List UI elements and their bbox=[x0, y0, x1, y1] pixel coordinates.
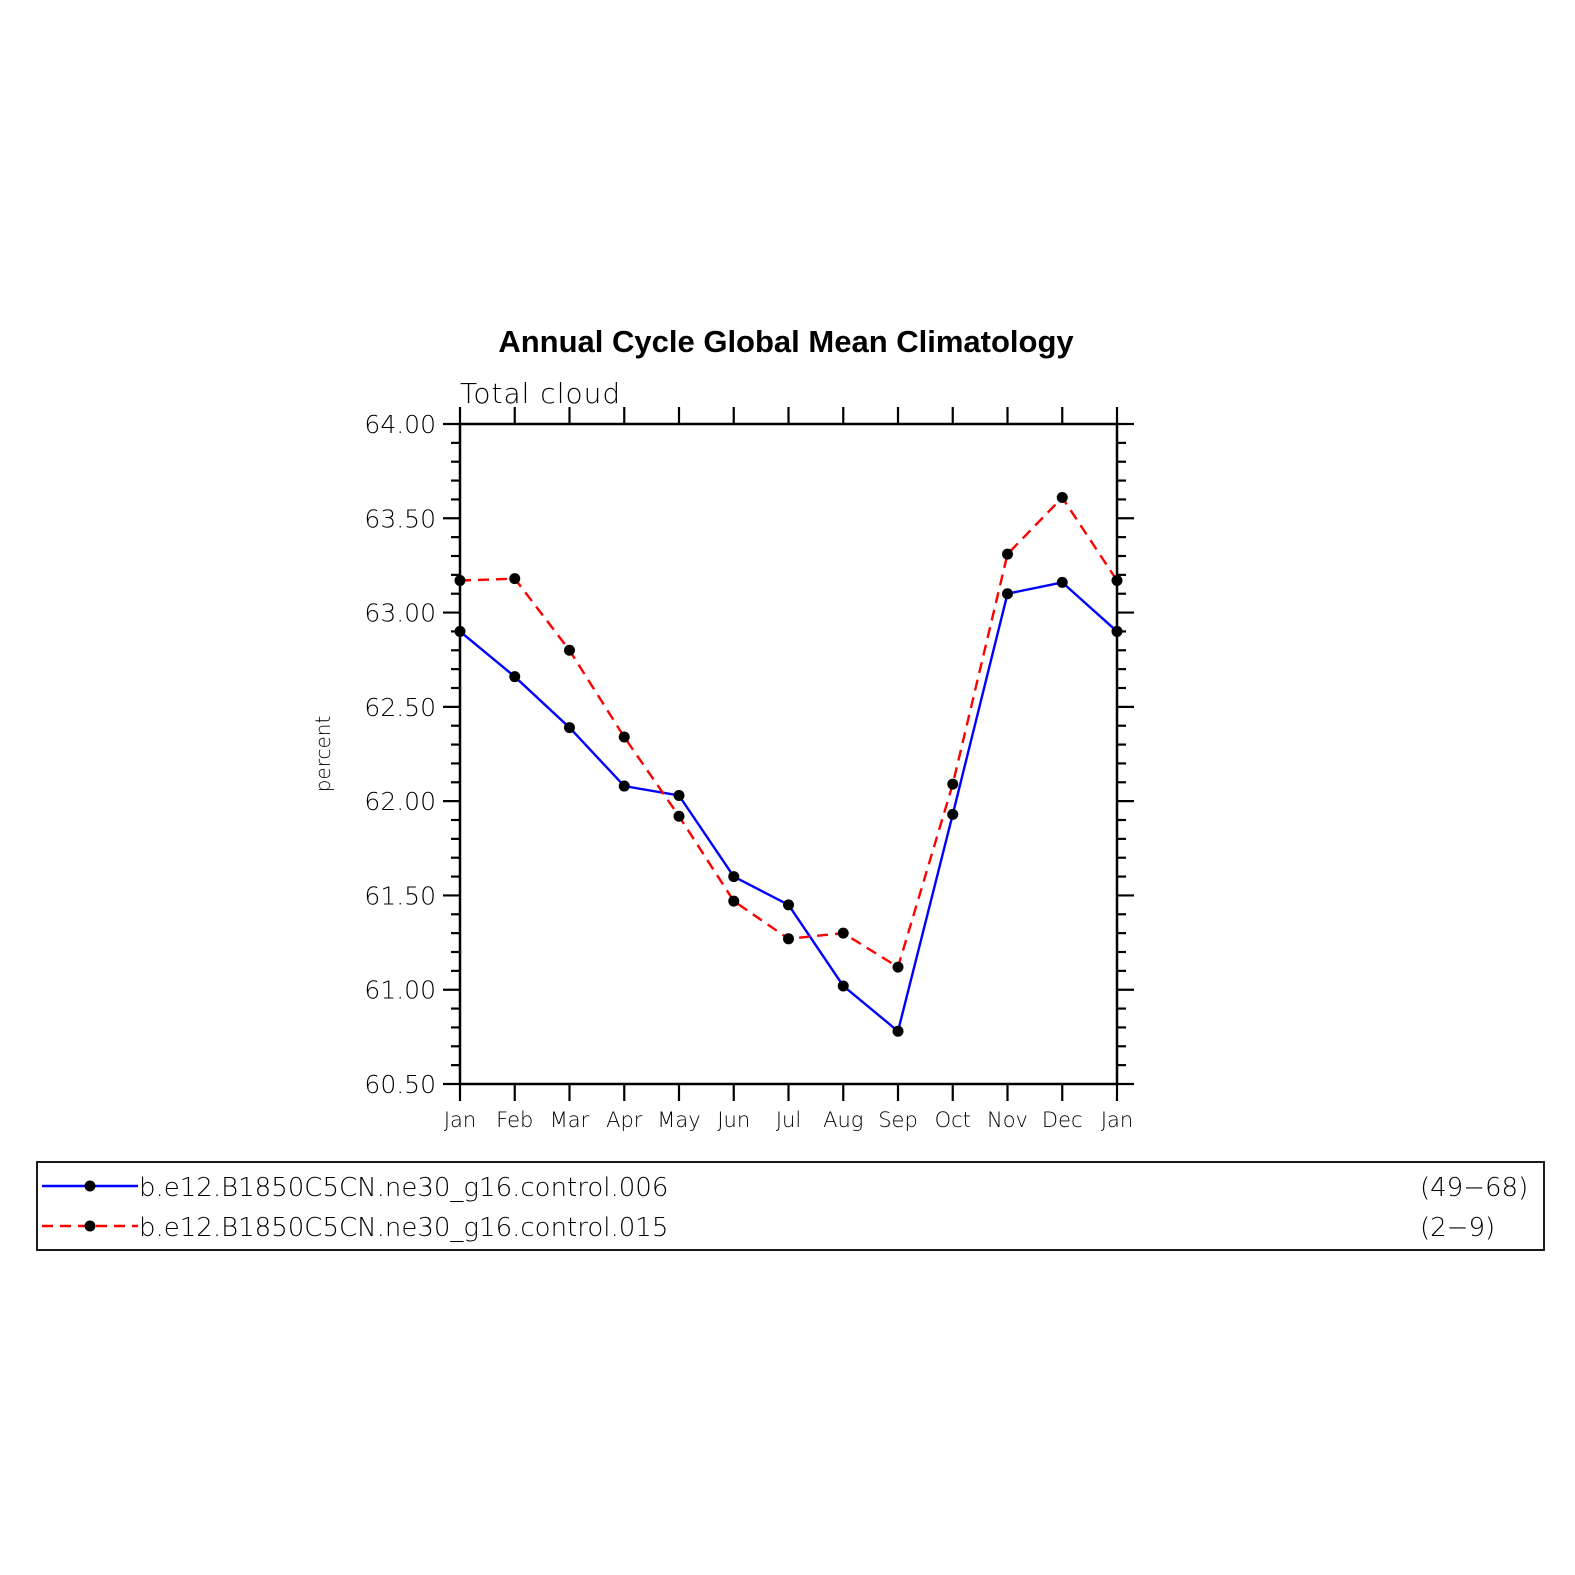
y-tick-label: 64.00 bbox=[364, 410, 436, 439]
series-2-point bbox=[783, 933, 794, 945]
legend-label-2: b.e12.B1850C5CN.ne30_g16.control.015 bbox=[139, 1213, 668, 1243]
y-tick-label: 61.50 bbox=[364, 881, 436, 910]
series-1-point bbox=[1002, 588, 1013, 600]
series-2-point bbox=[728, 895, 740, 907]
y-tick-label: 61.00 bbox=[364, 976, 436, 1005]
series-2-point bbox=[892, 961, 904, 973]
series-1-point bbox=[564, 722, 575, 734]
x-tick-label: Mar bbox=[550, 1108, 590, 1132]
series-2-point bbox=[1002, 548, 1013, 560]
x-tick-label: Aug bbox=[823, 1108, 863, 1132]
series-2-point bbox=[509, 573, 521, 585]
legend-range-2: (2−9) bbox=[1420, 1213, 1495, 1243]
series-1-point bbox=[1056, 576, 1068, 588]
chart-subtitle: Total cloud bbox=[460, 377, 621, 410]
series-1-point bbox=[1111, 625, 1123, 637]
x-tick-label: Dec bbox=[1042, 1108, 1083, 1132]
series-2-point bbox=[1056, 492, 1068, 504]
legend-marker-1 bbox=[84, 1180, 96, 1192]
series-1-point bbox=[509, 671, 521, 683]
y-tick-label: 63.50 bbox=[364, 504, 436, 533]
x-tick-label: May bbox=[657, 1108, 700, 1132]
series-line-1 bbox=[459, 581, 1118, 1033]
x-tick-label: Jun bbox=[717, 1108, 750, 1132]
legend-label-1: b.e12.B1850C5CN.ne30_g16.control.006 bbox=[139, 1173, 668, 1203]
series-2-point bbox=[618, 731, 630, 743]
series-2-point bbox=[673, 810, 685, 822]
x-tick-label: Jan bbox=[444, 1108, 476, 1132]
x-tick-label: Feb bbox=[496, 1108, 533, 1132]
series-2-point bbox=[454, 575, 466, 587]
series-1-point bbox=[892, 1025, 904, 1037]
plot-frame bbox=[458, 422, 1119, 1086]
series-1-point bbox=[728, 871, 740, 883]
series-layer bbox=[454, 492, 1123, 1037]
series-1-point bbox=[783, 899, 794, 911]
series-2-point bbox=[564, 644, 575, 656]
x-tick-label: Apr bbox=[606, 1108, 643, 1132]
legend-box bbox=[36, 1161, 1545, 1251]
x-tick-label: Jan bbox=[1101, 1108, 1133, 1132]
series-2-point bbox=[837, 927, 849, 939]
x-tick-label: Sep bbox=[878, 1108, 918, 1132]
series-1-point bbox=[837, 980, 849, 992]
y-tick-label: 63.00 bbox=[364, 599, 436, 628]
y-tick-label: 62.00 bbox=[364, 787, 436, 816]
series-1-point bbox=[454, 625, 466, 637]
series-1-point bbox=[947, 808, 959, 820]
legend-marker-2 bbox=[84, 1220, 96, 1232]
series-1-point bbox=[618, 780, 630, 792]
y-tick-label: 62.50 bbox=[364, 693, 436, 722]
y-tick-label: 60.50 bbox=[364, 1070, 436, 1099]
y-axis-label: percent bbox=[311, 716, 335, 793]
axis-ticks: 64.00 63.50 63.00 62.50 62.00 61.50 61.00 60.50… bbox=[364, 407, 1134, 1132]
chart-title: Annual Cycle Global Mean Climatology bbox=[498, 324, 1074, 359]
legend-range-1: (49−68) bbox=[1420, 1173, 1528, 1203]
x-tick-label: Oct bbox=[935, 1108, 971, 1132]
x-tick-label: Jul bbox=[776, 1108, 801, 1132]
legend: b.e12.B1850C5CN.ne30_g16.control.006 (49−… bbox=[42, 1173, 1528, 1243]
series-1-point bbox=[673, 789, 685, 801]
series-2-point bbox=[947, 778, 959, 790]
series-line-2 bbox=[459, 496, 1119, 969]
series-2-point bbox=[1111, 575, 1123, 587]
x-tick-label: Nov bbox=[987, 1108, 1028, 1132]
